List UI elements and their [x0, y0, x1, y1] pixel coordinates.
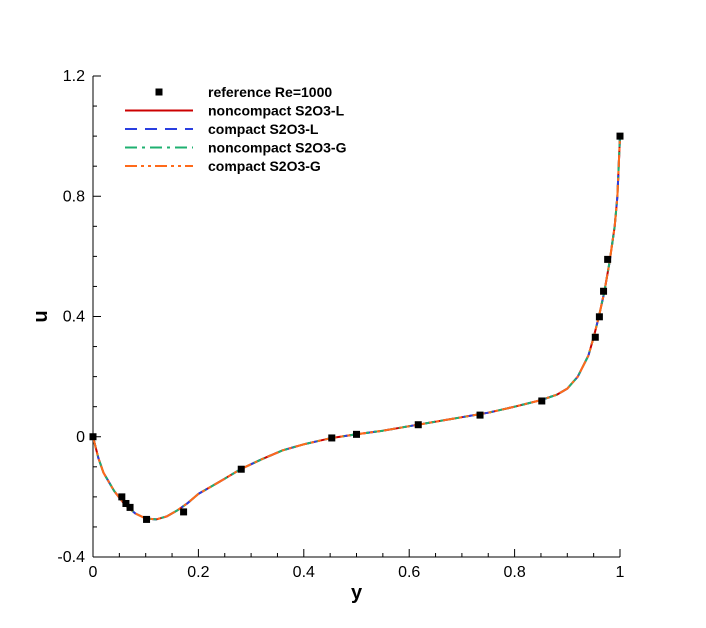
reference-point: [122, 499, 130, 507]
reference-point: [538, 397, 546, 405]
legend-label: compact S2O3-L: [208, 121, 319, 137]
reference-point: [616, 132, 624, 140]
reference-point: [591, 333, 599, 341]
x-tick-label: 0.4: [293, 564, 315, 581]
series-line-compact-s2o3-g: [92, 136, 621, 521]
legend: reference Re=1000 noncompact S2O3-L compac…: [125, 84, 347, 174]
y-tick-label: -0.4: [57, 549, 85, 566]
y-tick-label: 0.4: [63, 309, 85, 326]
reference-point: [353, 430, 360, 438]
reference-point: [595, 313, 603, 321]
reference-point: [328, 434, 336, 442]
reference-point: [476, 411, 484, 419]
reference-point: [604, 255, 612, 263]
series-line-noncompact-s2o3-g: [92, 136, 621, 521]
reference-markers: [89, 132, 624, 523]
x-axis-title: y: [351, 582, 363, 604]
curves: [92, 136, 621, 521]
series-line-compact-s2o3-l: [92, 136, 621, 521]
x-tick-label: 1: [616, 564, 625, 581]
reference-point: [180, 508, 188, 516]
legend-label: noncompact S2O3-L: [208, 103, 345, 119]
x-tick-label: 0.8: [503, 564, 525, 581]
reference-point: [118, 493, 126, 501]
series-line-noncompact-s2o3-l: [92, 136, 621, 521]
reference-point: [237, 465, 245, 473]
legend-label-reference: reference Re=1000: [208, 84, 332, 100]
reference-point: [414, 421, 422, 429]
axes: 0 0.2 0.4 0.6 0.8 1-0.400.40.81.2yu: [30, 68, 625, 604]
reference-point: [143, 515, 151, 523]
reference-point: [600, 287, 608, 295]
reference-point: [126, 503, 134, 511]
legend-symbol-reference: [155, 88, 163, 96]
reference-point: [89, 433, 97, 441]
y-tick-label: 0.8: [63, 188, 85, 205]
y-tick-label: 0: [76, 429, 85, 446]
y-axis-title: u: [30, 310, 52, 322]
y-tick-label: 1.2: [63, 68, 85, 85]
x-tick-label: 0.2: [187, 564, 209, 581]
x-tick-label: 0: [89, 564, 98, 581]
x-tick-label: 0.6: [398, 564, 420, 581]
legend-label: compact S2O3-G: [208, 158, 321, 174]
legend-label: noncompact S2O3-G: [208, 140, 347, 156]
